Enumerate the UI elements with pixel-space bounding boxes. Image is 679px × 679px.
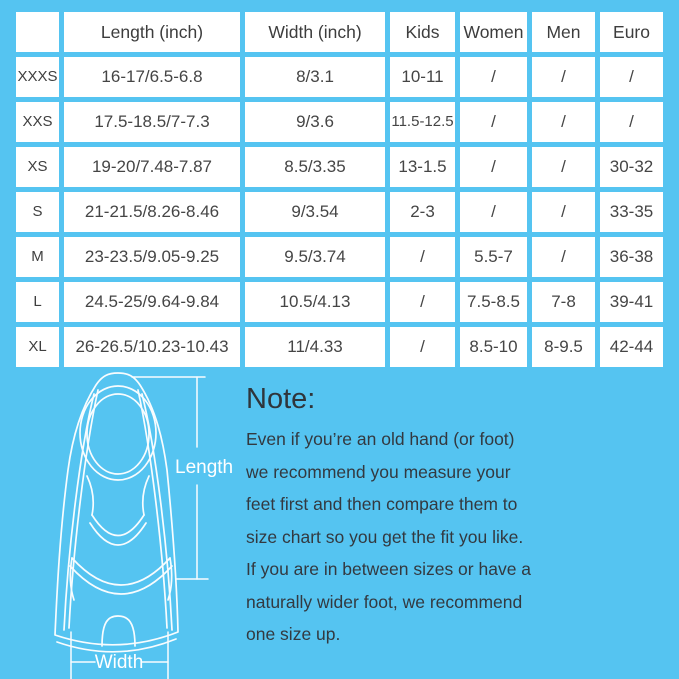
- row-label: L: [16, 282, 59, 322]
- note-line: size chart so you get the fit you like.: [246, 526, 524, 547]
- table-cell: 5.5-7: [460, 237, 527, 277]
- table-cell: /: [532, 192, 595, 232]
- heel-arch: [101, 615, 136, 647]
- note-title: Note:: [246, 383, 316, 415]
- table-cell: 19-20/7.48-7.87: [64, 147, 240, 187]
- note-line: one size up.: [246, 624, 341, 644]
- length-dimension-lines: [131, 376, 209, 580]
- table-cell: /: [460, 192, 527, 232]
- fin-body-outline: [54, 372, 179, 646]
- column-header-men: Men: [532, 12, 595, 52]
- table-cell: 7-8: [532, 282, 595, 322]
- table-cell: 11/4.33: [245, 327, 385, 367]
- note-section: Note: Even if you’re an old hand (or foo…: [246, 382, 656, 651]
- row-label: XL: [16, 327, 59, 367]
- table-cell: 30-32: [600, 147, 663, 187]
- table-cell: 8/3.1: [245, 57, 385, 97]
- note-line: naturally wider foot, we recommend: [246, 591, 523, 612]
- table-cell: /: [460, 57, 527, 97]
- table-cell: /: [532, 147, 595, 187]
- table-cell: 39-41: [600, 282, 663, 322]
- table-cell: 26-26.5/10.23-10.43: [64, 327, 240, 367]
- table-cell: 9/3.54: [245, 192, 385, 232]
- table-cell: 10-11: [390, 57, 455, 97]
- column-header-women: Women: [460, 12, 527, 52]
- length-dimension-label: Length: [175, 457, 234, 478]
- table-cell: 16-17/6.5-6.8: [64, 57, 240, 97]
- table-cell: 8.5-10: [460, 327, 527, 367]
- table-cell: 9/3.6: [245, 102, 385, 142]
- table-cell: 17.5-18.5/7-7.3: [64, 102, 240, 142]
- row-label: XS: [16, 147, 59, 187]
- table-cell: /: [532, 102, 595, 142]
- table-cell: /: [532, 57, 595, 97]
- note-line: feet first and then compare them to: [246, 494, 518, 514]
- table-cell: 42-44: [600, 327, 663, 367]
- table-cell: 23-23.5/9.05-9.25: [64, 237, 240, 277]
- table-cell: 33-35: [600, 192, 663, 232]
- table-cell: 10.5/4.13: [245, 282, 385, 322]
- table-cell: 36-38: [600, 237, 663, 277]
- table-cell: 24.5-25/9.64-9.84: [64, 282, 240, 322]
- column-header-width: Width (inch): [245, 12, 385, 52]
- column-header-length: Length (inch): [64, 12, 240, 52]
- table-cell: 21-21.5/8.26-8.46: [64, 192, 240, 232]
- table-cell: /: [390, 282, 455, 322]
- table-cell: /: [532, 237, 595, 277]
- note-line: If you are in between sizes or have a: [246, 559, 532, 579]
- row-label: XXXS: [16, 57, 59, 97]
- table-cell: /: [390, 237, 455, 277]
- width-dimension-label: Width: [94, 652, 144, 673]
- table-cell: /: [600, 102, 663, 142]
- table-cell: /: [600, 57, 663, 97]
- column-header-blank: [16, 12, 59, 52]
- table-cell: 7.5-8.5: [460, 282, 527, 322]
- table-cell: /: [390, 327, 455, 367]
- table-cell: 9.5/3.74: [245, 237, 385, 277]
- row-label: M: [16, 237, 59, 277]
- table-cell: 8.5/3.35: [245, 147, 385, 187]
- row-label: XXS: [16, 102, 59, 142]
- table-cell: 8-9.5: [532, 327, 595, 367]
- table-cell: /: [460, 147, 527, 187]
- width-dimension-lines: [70, 631, 169, 679]
- table-cell: 13-1.5: [390, 147, 455, 187]
- size-chart-table: Length (inch) Width (inch) Kids Women Me…: [16, 12, 663, 367]
- table-cell: 2-3: [390, 192, 455, 232]
- column-header-euro: Euro: [600, 12, 663, 52]
- column-header-kids: Kids: [390, 12, 455, 52]
- row-label: S: [16, 192, 59, 232]
- table-cell: /: [460, 102, 527, 142]
- foot-opening-outer: [79, 385, 157, 481]
- foot-opening-inner: [86, 393, 150, 475]
- table-cell: 11.5-12.5: [390, 102, 455, 142]
- fin-outline-diagram: [54, 372, 209, 679]
- note-line: we recommend you measure your: [246, 461, 511, 482]
- note-line: Even if you’re an old hand (or foot): [246, 429, 515, 449]
